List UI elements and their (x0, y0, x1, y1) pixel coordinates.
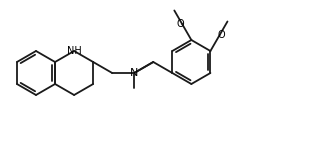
Text: O: O (218, 30, 226, 40)
Text: NH: NH (67, 46, 82, 56)
Text: N: N (130, 68, 138, 78)
Text: O: O (176, 19, 184, 29)
